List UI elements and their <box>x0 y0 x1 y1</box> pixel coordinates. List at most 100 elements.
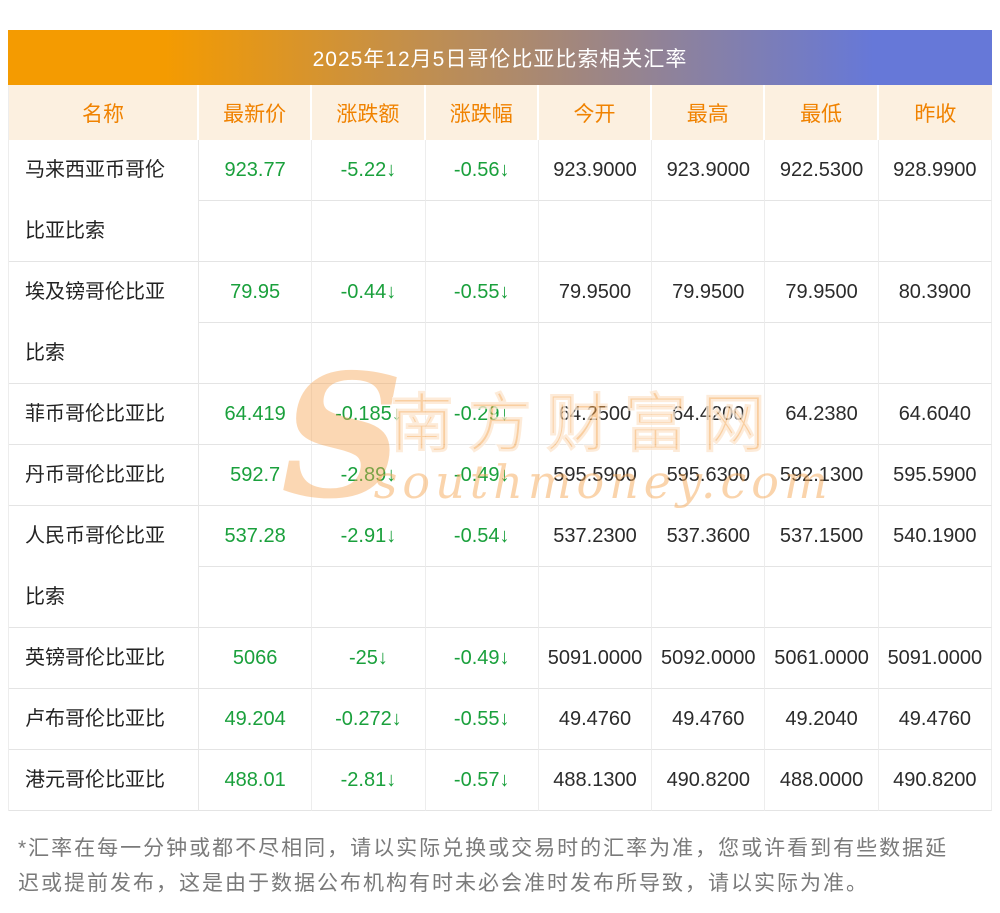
page-title: 2025年12月5日哥伦比亚比索相关汇率 <box>312 47 688 71</box>
prev-close-cell: 5091.0000 <box>878 628 992 689</box>
empty-cell <box>312 323 426 384</box>
page-title-bar: 2025年12月5日哥伦比亚比索相关汇率 <box>8 30 992 85</box>
table-row: 卢布哥伦比亚比索49.204-0.272↓-0.55↓49.476049.476… <box>9 689 992 750</box>
low-price-cell: 64.2380 <box>765 384 879 445</box>
change-percent-cell: -0.29↓ <box>425 384 539 445</box>
empty-cell <box>199 323 313 384</box>
empty-cell <box>538 323 653 384</box>
empty-cell <box>765 567 879 628</box>
disclaimer: *汇率在每一分钟或都不尽相同，请以实际兑换或交易时的汇率为准，您或许看到有些数据… <box>18 831 982 901</box>
exchange-rates-table: 名称 最新价 涨跌额 涨跌幅 今开 最高 最低 昨收 马来西亚币哥伦比亚比索 923.77 -5.… <box>8 85 992 811</box>
low-price-cell: 5061.0000 <box>765 628 879 689</box>
latest-price-cell: 49.204 <box>199 689 313 750</box>
low-price-cell: 592.1300 <box>765 445 879 506</box>
prev-close-cell: 80.3900 <box>878 262 992 323</box>
latest-price-cell: 537.28 <box>199 506 313 567</box>
empty-cell <box>652 567 766 628</box>
empty-cell <box>652 323 766 384</box>
empty-cell <box>878 567 992 628</box>
column-header-6: 最低 <box>765 85 879 140</box>
high-price-cell: 64.4200 <box>652 384 766 445</box>
high-price-cell: 537.3600 <box>652 506 766 567</box>
column-header-2: 涨跌额 <box>312 85 426 140</box>
change-amount-cell: -0.185↓ <box>312 384 426 445</box>
empty-cell <box>538 201 653 262</box>
empty-cell <box>878 201 992 262</box>
empty-cell <box>652 201 766 262</box>
table-row: 英镑哥伦比亚比索5066-25↓-0.49↓ 5091.0000 5092.0000… <box>9 628 992 689</box>
change-percent-cell: -0.54↓ <box>425 506 539 567</box>
open-price-cell: 49.4760 <box>538 689 653 750</box>
currency-pair-name: 马来西亚币哥伦比亚比索 <box>9 140 199 262</box>
currency-pair-name: 菲币哥伦比亚比索 <box>9 384 199 445</box>
latest-price-cell: 923.77 <box>199 140 313 201</box>
high-price-cell: 490.8200 <box>652 750 766 811</box>
open-price-cell: 79.9500 <box>538 262 653 323</box>
empty-cell <box>878 323 992 384</box>
high-price-cell: 49.4760 <box>652 689 766 750</box>
change-amount-cell: -25↓ <box>312 628 426 689</box>
column-header-0: 名称 <box>9 85 199 140</box>
change-percent-cell: -0.56↓ <box>425 140 539 201</box>
currency-pair-name: 埃及镑哥伦比亚比索 <box>9 262 199 384</box>
latest-price-cell: 488.01 <box>199 750 313 811</box>
change-amount-cell: -2.91↓ <box>312 506 426 567</box>
change-percent-cell: -0.49↓ <box>425 628 539 689</box>
low-price-cell: 537.1500 <box>765 506 879 567</box>
latest-price-cell: 64.419 <box>199 384 313 445</box>
empty-cell <box>765 201 879 262</box>
currency-pair-name: 人民币哥伦比亚比索 <box>9 506 199 628</box>
low-price-cell: 488.0000 <box>765 750 879 811</box>
change-amount-cell: -0.272↓ <box>312 689 426 750</box>
column-header-3: 涨跌幅 <box>426 85 539 140</box>
high-price-cell: 5092.0000 <box>652 628 766 689</box>
change-percent-cell: -0.55↓ <box>425 689 539 750</box>
latest-price-cell: 592.7 <box>199 445 313 506</box>
table-row: 菲币哥伦比亚比索64.419-0.185↓-0.29↓64.250064.420… <box>9 384 992 445</box>
open-price-cell: 64.2500 <box>538 384 653 445</box>
currency-pair-name: 卢布哥伦比亚比索 <box>9 689 199 750</box>
prev-close-cell: 540.1900 <box>878 506 992 567</box>
empty-cell <box>425 323 539 384</box>
table-row: 丹币哥伦比亚比索592.7-2.89↓-0.49↓595.5900595.630… <box>9 445 992 506</box>
low-price-cell: 79.9500 <box>765 262 879 323</box>
prev-close-cell: 490.8200 <box>878 750 992 811</box>
change-percent-cell: -0.55↓ <box>425 262 539 323</box>
column-header-7: 昨收 <box>914 102 957 126</box>
change-amount-cell: -5.22↓ <box>312 140 426 201</box>
high-price-cell: 595.6300 <box>652 445 766 506</box>
empty-cell <box>312 201 426 262</box>
latest-price-cell: 5066 <box>199 628 313 689</box>
currency-pair-name: 港元哥伦比亚比索 <box>9 750 199 811</box>
open-price-cell: 923.9000 <box>538 140 653 201</box>
disclaimer-line-2: 迟或提前发布，这是由于数据公布机构有时未必会准时发布所导致，请以实际为准。 <box>18 872 869 895</box>
empty-cell <box>425 567 539 628</box>
currency-pair-name: 英镑哥伦比亚比索 <box>9 628 199 689</box>
column-header-5: 最高 <box>652 85 766 140</box>
empty-cell <box>312 567 426 628</box>
latest-price-cell: 79.95 <box>199 262 313 323</box>
column-header-4: 今开 <box>539 85 653 140</box>
low-price-cell: 922.5300 <box>765 140 879 201</box>
empty-cell <box>199 567 313 628</box>
change-amount-cell: -0.44↓ <box>312 262 426 323</box>
table-row: 马来西亚币哥伦比亚比索 923.77 -5.22↓ -0.56↓ 923.9000 923… <box>9 140 992 262</box>
table-row: 埃及镑哥伦比亚比索 79.95 -0.44↓ -0.55↓ 79.9500 79.9500… <box>9 262 992 384</box>
currency-pair-name: 丹币哥伦比亚比索 <box>9 445 199 506</box>
column-header-1: 最新价 <box>199 85 313 140</box>
prev-close-cell: 928.9900 <box>878 140 992 201</box>
prev-close-cell: 595.5900 <box>878 445 992 506</box>
high-price-cell: 923.9000 <box>652 140 766 201</box>
open-price-cell: 537.2300 <box>538 506 653 567</box>
prev-close-cell: 64.6040 <box>878 384 992 445</box>
prev-close-cell: 49.4760 <box>878 689 992 750</box>
high-price-cell: 79.9500 <box>652 262 766 323</box>
change-amount-cell: -2.89↓ <box>312 445 426 506</box>
open-price-cell: 488.1300 <box>538 750 653 811</box>
change-percent-cell: -0.57↓ <box>425 750 539 811</box>
empty-cell <box>538 567 653 628</box>
empty-cell <box>199 201 313 262</box>
disclaimer-line-1: *汇率在每一分钟或都不尽相同，请以实际兑换或交易时的汇率为准，您或许看到有些数据… <box>18 837 949 860</box>
low-price-cell: 49.2040 <box>765 689 879 750</box>
